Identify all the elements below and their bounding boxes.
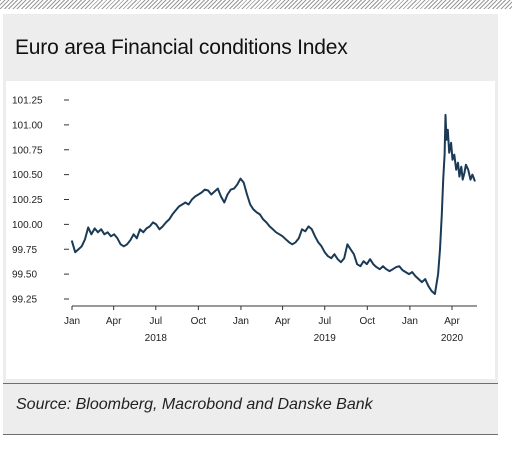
y-tick-label: 101.00 [12,120,43,131]
header-hatch-decoration [0,0,512,9]
x-tick-label: Jan [233,316,249,327]
series-layer [71,113,476,295]
plot-area: 101.25 101.00 100.75 100.50 100.25 100.00 99.7… [6,81,495,379]
x-axis: Jan Apr Jul Oct Jan Apr Jul Oct Jan Apr 2018 2019 20… [64,305,477,344]
bottom-divider [3,434,498,435]
y-tick-label: 100.75 [12,145,43,156]
source-note: Source: Bloomberg, Macrobond and Danske … [16,396,373,413]
x-tick-label: Apr [444,316,460,327]
x-tick-label: Apr [106,316,122,327]
x-year-label: 2019 [314,333,337,344]
y-tick-label: 100.00 [12,220,43,231]
x-tick-label: Apr [275,316,291,327]
x-tick-label: Jul [149,316,162,327]
y-tick-label: 99.50 [12,270,37,281]
x-tick-label: Jan [64,316,80,327]
y-tick-label: 100.25 [12,195,43,206]
x-tick-label: Jul [318,316,331,327]
fci-series-line [71,113,476,295]
y-axis: 101.25 101.00 100.75 100.50 100.25 100.00 99.7… [12,96,69,306]
y-tick-label: 99.25 [12,295,37,306]
x-tick-label: Oct [191,316,207,327]
x-tick-label: Jan [402,316,418,327]
y-tick-label: 99.75 [12,245,37,256]
chart-title: Euro area Financial conditions Index [15,36,348,59]
x-tick-label: Oct [360,316,376,327]
x-year-label: 2018 [145,333,168,344]
x-year-label: 2020 [441,333,464,344]
y-tick-label: 101.25 [12,96,43,107]
footer-divider [3,383,498,384]
line-chart: 101.25 101.00 100.75 100.50 100.25 100.00 99.7… [12,96,477,344]
y-tick-label: 100.50 [12,170,43,181]
